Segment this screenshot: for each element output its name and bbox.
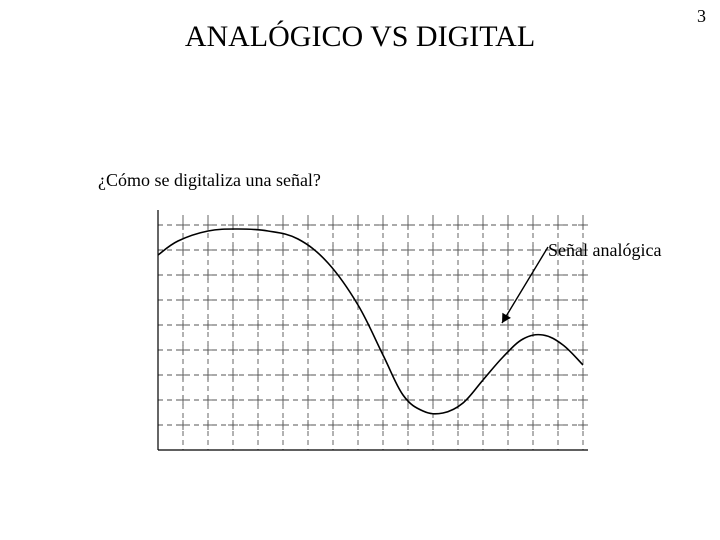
subtitle-text: ¿Cómo se digitaliza una señal? [98,170,321,191]
analog-signal-chart [128,205,588,465]
slide-page: 3 ANALÓGICO VS DIGITAL ¿Cómo se digitali… [0,0,720,540]
chart-svg [128,205,588,465]
signal-callout-label: Señal analógica [548,240,661,261]
page-title: ANALÓGICO VS DIGITAL [0,20,720,54]
